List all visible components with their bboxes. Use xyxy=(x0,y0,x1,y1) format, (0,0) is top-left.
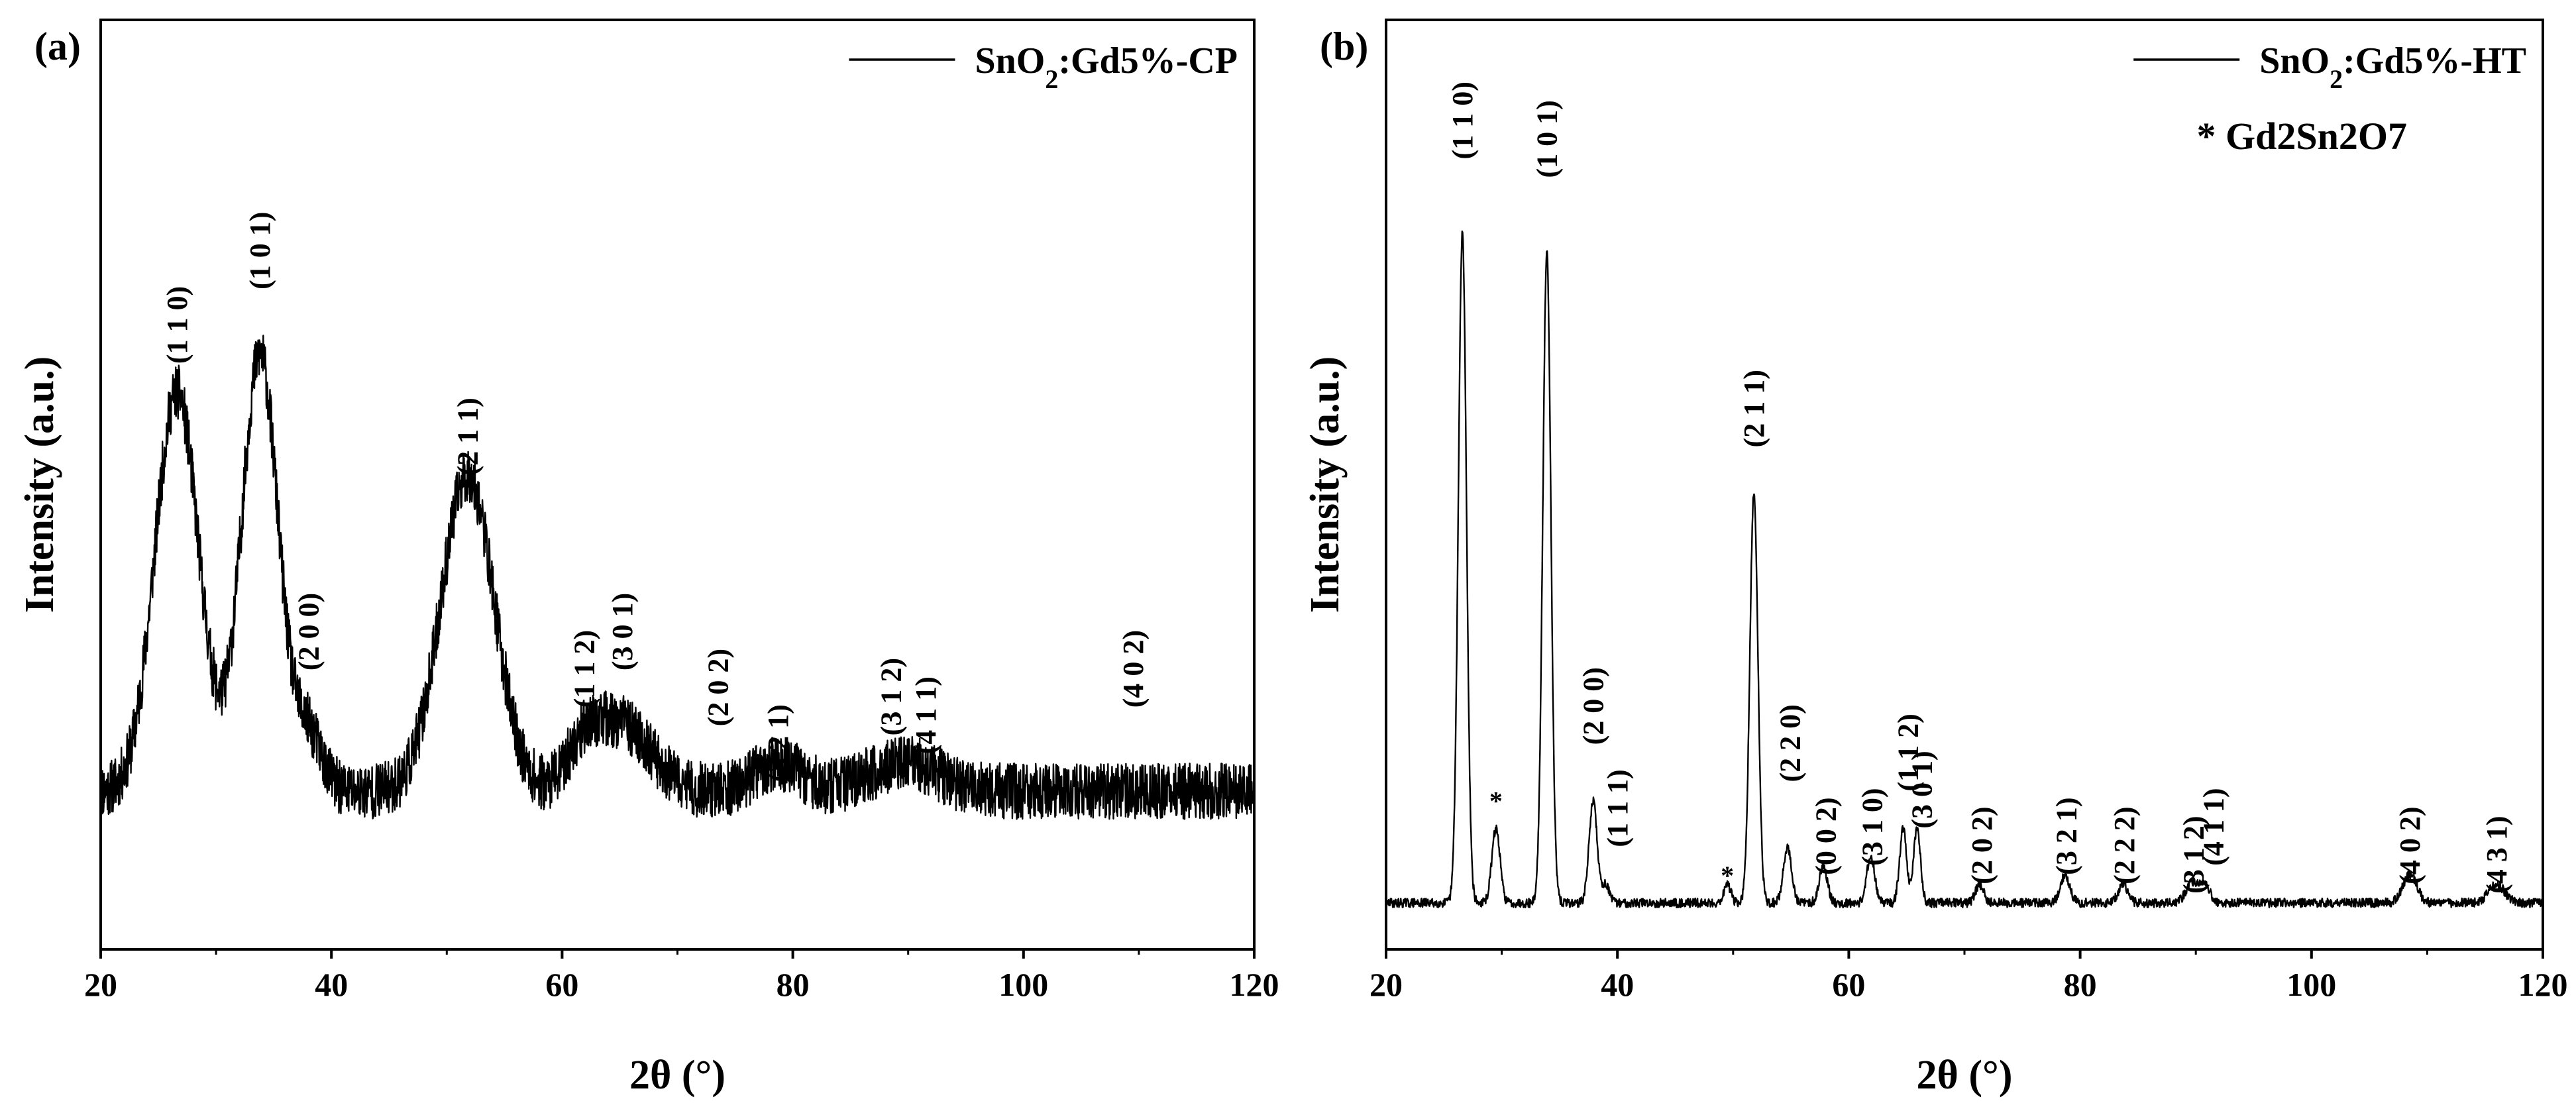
peak-annotation: (1 0 1) xyxy=(244,212,276,290)
y-axis-title: Intensity (a.u.) xyxy=(17,356,62,613)
peak-annotation: (2 0 2) xyxy=(702,649,734,726)
peak-annotation: (3 1 2) xyxy=(2178,816,2210,894)
chart-panel-a: 20 40 60 80 100 120 2θ (°) Intensity (a.u.) (a) S… xyxy=(17,19,1279,1098)
peak-annotation: (1 1 2) xyxy=(1892,714,1924,791)
peak-annotation: (2 1 1) xyxy=(452,397,484,475)
x-tick-label: 80 xyxy=(2064,966,2097,1003)
peak-annotation: (4 1 1) xyxy=(2197,788,2229,865)
x-tick-label: 80 xyxy=(777,966,810,1003)
peak-annotation: (3 1 0) xyxy=(1856,788,1888,865)
peak-annotation: (0 0 2) xyxy=(1809,797,1842,874)
legend-label-sub: 2 xyxy=(2330,64,2343,94)
peak-annotation: (4 1 1) xyxy=(910,676,942,754)
legend-label-sub: 2 xyxy=(1045,64,1058,94)
plot-frame xyxy=(99,19,1256,951)
peak-annotation: (3 2 1) xyxy=(762,704,794,782)
x-tick-label: 40 xyxy=(315,966,348,1003)
phase-star-marker: * xyxy=(1721,861,1734,890)
y-axis-title: Intensity (a.u.) xyxy=(1303,356,1348,613)
legend-label-rest: :Gd5%-CP xyxy=(1058,40,1238,81)
x-tick-label: 120 xyxy=(2518,966,2568,1003)
series-line xyxy=(99,335,1256,820)
peak-annotation: (4 3 1) xyxy=(2481,816,2513,894)
peak-annotation: (4 0 2) xyxy=(2394,806,2426,884)
legend-label-base: SnO xyxy=(975,40,1045,81)
peak-annotation: (3 2 1) xyxy=(2051,797,2083,874)
x-axis-title: 2θ (°) xyxy=(1917,1053,2013,1098)
panel-label: (b) xyxy=(1320,25,1368,68)
x-tick-label: 60 xyxy=(1832,966,1865,1003)
panel-label: (a) xyxy=(34,25,81,68)
x-tick-label: 20 xyxy=(1369,966,1403,1003)
phase-star-marker: * xyxy=(1489,786,1503,816)
peak-annotation: (2 0 0) xyxy=(292,593,325,670)
peak-annotation: (3 0 1) xyxy=(1905,751,1938,828)
peak-annotation: (2 0 0) xyxy=(1578,667,1610,745)
x-tick-label: 40 xyxy=(1601,966,1634,1003)
peak-annotation: (2 0 2) xyxy=(1966,806,1998,884)
legend-label-base: SnO xyxy=(2259,40,2330,81)
legend-label-rest: :Gd5%-HT xyxy=(2343,40,2526,81)
x-tick-label: 20 xyxy=(84,966,117,1003)
peak-annotation: (1 1 0) xyxy=(1446,81,1479,159)
peak-annotation: (2 1 1) xyxy=(1738,370,1770,447)
x-tick-label: 100 xyxy=(998,966,1048,1003)
legend-label: SnO2:Gd5%-HT xyxy=(2259,40,2526,94)
peak-annotation: (2 2 2) xyxy=(2108,806,2141,884)
peak-annotation: (1 1 1) xyxy=(1601,769,1634,847)
x-tick-label: 120 xyxy=(1230,966,1279,1003)
x-tick-label: 100 xyxy=(2286,966,2336,1003)
series-line xyxy=(1385,230,2544,909)
x-axis-title: 2θ (°) xyxy=(629,1053,725,1098)
peak-annotation: (2 2 0) xyxy=(1774,704,1806,782)
secondary-legend: * Gd2Sn2O7 xyxy=(2197,115,2408,158)
peak-annotation: (1 0 1) xyxy=(1531,100,1564,178)
peak-annotation: (3 0 1) xyxy=(606,593,639,670)
chart-panel-b: 20 40 60 80 100 120 2θ (°) Intensity (a.u.) (b) S… xyxy=(1303,19,2568,1098)
peak-annotation: (1 1 2) xyxy=(568,630,600,708)
x-tick-label: 60 xyxy=(545,966,578,1003)
peak-annotation: (3 1 2) xyxy=(875,658,908,735)
peak-annotation: (1 1 0) xyxy=(161,286,193,364)
legend-label: SnO2:Gd5%-CP xyxy=(975,40,1238,94)
peak-annotation: (4 0 2) xyxy=(1117,630,1150,708)
